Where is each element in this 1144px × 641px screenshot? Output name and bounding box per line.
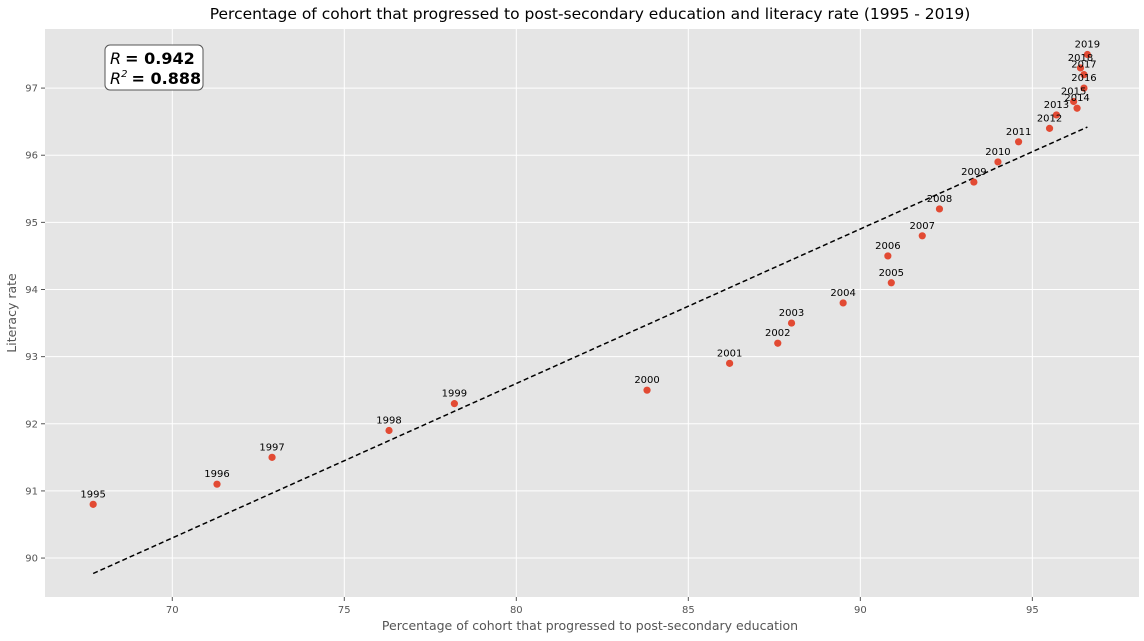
data-point [643, 386, 651, 394]
data-point-label: 2001 [717, 348, 742, 359]
r-stat: R = 0.942 [110, 49, 195, 68]
data-point [1070, 97, 1078, 106]
y-axis-ticks: 90 91 92 93 94 95 96 97 [25, 84, 45, 565]
x-tick-label: 80 [510, 605, 523, 616]
x-tick-label: 90 [854, 605, 867, 616]
data-point-label: 2002 [765, 328, 790, 339]
x-tick-label: 70 [166, 605, 179, 616]
data-point [268, 453, 276, 461]
data-point [970, 178, 978, 186]
chart-title: Percentage of cohort that progressed to … [210, 5, 971, 23]
data-point [1073, 104, 1081, 112]
plot-area [45, 29, 1139, 597]
trendline-path [92, 126, 1088, 575]
x-tick-label: 95 [1026, 605, 1039, 616]
y-tick-label: 96 [25, 151, 38, 162]
data-point-label: 2013 [1044, 100, 1069, 111]
data-point-label: 1997 [259, 442, 284, 453]
data-point-label: 2000 [634, 375, 659, 386]
r2-stat: R2 = 0.888 [110, 69, 201, 88]
data-point-label: 2014 [1064, 93, 1089, 104]
data-point-label: 2017 [1071, 60, 1096, 71]
data-point-label: 1998 [376, 415, 401, 426]
data-point [89, 500, 97, 508]
y-tick-label: 92 [25, 419, 38, 430]
data-point-label: 2015 [1061, 87, 1086, 98]
data-point-label: 2019 [1075, 40, 1100, 51]
y-tick-label: 97 [25, 84, 38, 95]
data-point [787, 319, 796, 327]
data-point [887, 279, 895, 287]
data-point [1014, 138, 1023, 146]
data-point-label: 2009 [961, 167, 986, 178]
data-point [1083, 50, 1091, 59]
x-tick-label: 85 [682, 605, 695, 616]
data-point [774, 339, 782, 347]
data-point [1080, 84, 1088, 92]
data-point-label: 2010 [985, 147, 1010, 158]
data-point [935, 205, 944, 213]
grid-lines [45, 29, 1139, 597]
data-point [213, 480, 221, 488]
y-axis-label: Literacy rate [4, 273, 19, 353]
data-points [89, 50, 1091, 508]
x-axis-ticks: 70 75 80 85 90 95 [166, 597, 1039, 616]
x-tick-label: 75 [338, 605, 351, 616]
y-tick-label: 93 [25, 352, 38, 363]
data-point-label: 2018 [1068, 53, 1093, 64]
data-point-label: 2012 [1037, 113, 1062, 124]
data-point [1045, 124, 1054, 132]
data-point-label: 2016 [1071, 73, 1096, 84]
data-point-label: 2004 [830, 288, 855, 299]
data-point-label: 2011 [1006, 127, 1031, 138]
trendline [92, 126, 1088, 575]
y-tick-label: 90 [25, 554, 38, 565]
data-point [1052, 111, 1061, 119]
data-point [1080, 71, 1088, 79]
data-point [839, 299, 847, 307]
data-point [918, 232, 926, 240]
y-tick-label: 95 [25, 218, 38, 229]
data-point [726, 359, 734, 367]
data-point [884, 252, 892, 260]
data-point [1076, 64, 1085, 72]
data-point-label: 2007 [910, 221, 935, 232]
data-point-label: 1995 [80, 489, 105, 500]
data-point-label: 2005 [879, 268, 904, 279]
data-point [385, 426, 393, 435]
data-point-label: 2008 [927, 194, 952, 205]
data-point-label: 2006 [875, 241, 900, 252]
data-point-label: 1996 [204, 469, 229, 480]
data-point-label: 1999 [442, 389, 467, 400]
y-tick-label: 94 [25, 285, 38, 296]
y-tick-label: 91 [25, 486, 38, 497]
data-point-label: 2003 [779, 308, 804, 319]
x-axis-label: Percentage of cohort that progressed to … [382, 618, 798, 633]
data-point [450, 400, 458, 408]
stats-box: R = 0.942 R2 = 0.888 [104, 44, 204, 91]
data-point-labels: 1995 1996 1997 1998 1999 2000 2001 2002 2003 2004… [80, 40, 1100, 501]
data-point [994, 158, 1002, 166]
